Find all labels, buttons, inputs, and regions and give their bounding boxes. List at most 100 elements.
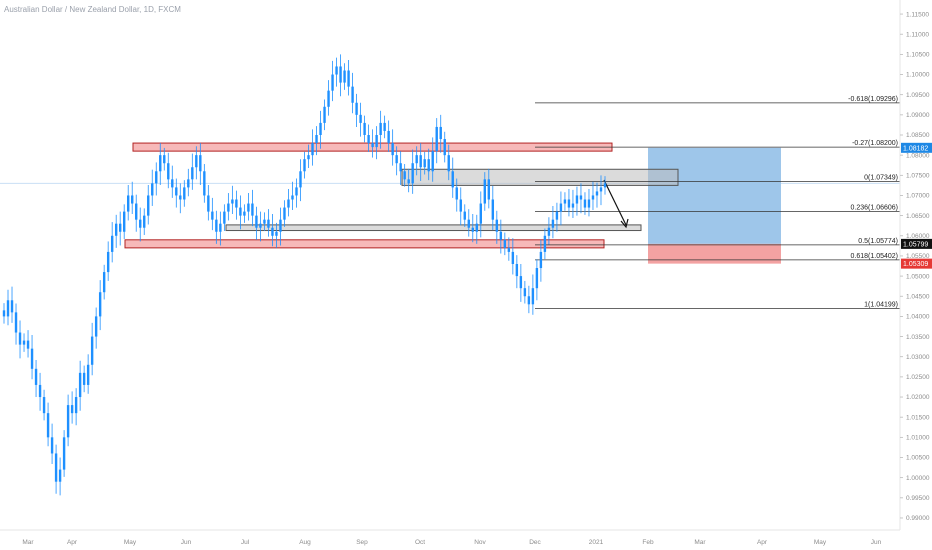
y-tick-label: 1.02000 — [906, 394, 930, 401]
candle-body — [267, 219, 270, 228]
price-tag-label: 1.05309 — [903, 261, 928, 268]
fib-level-label: -0.618(1.09296) — [848, 96, 898, 103]
x-tick-label: Apr — [67, 539, 78, 546]
candle-body — [279, 219, 282, 232]
candle-body — [407, 179, 410, 184]
y-tick-label: 1.00000 — [906, 475, 930, 482]
candle-body — [14, 312, 18, 333]
candle-body — [183, 187, 186, 200]
candle-body — [475, 223, 478, 232]
candle-body — [383, 122, 386, 131]
candle-body — [102, 272, 106, 293]
candle-body — [519, 276, 523, 289]
candle-body — [219, 223, 222, 232]
candle-body — [187, 179, 190, 188]
candle-body — [118, 223, 122, 232]
candle-body — [599, 187, 603, 192]
candle-body — [94, 316, 98, 337]
candle-body — [271, 227, 274, 236]
x-tick-label: Jun — [181, 539, 192, 546]
price-tag — [901, 258, 932, 269]
price-tag-label: 1.05799 — [903, 241, 928, 248]
candle-body — [34, 368, 38, 385]
y-tick-label: 1.07500 — [906, 173, 930, 180]
candle-body — [463, 211, 466, 220]
price-tag-label: 1.08182 — [903, 145, 928, 152]
candle-body — [167, 163, 170, 180]
candle-body — [235, 199, 238, 208]
fib-level-label: 0.236(1.06606) — [851, 204, 898, 211]
candle-body — [179, 195, 182, 200]
candle-body — [163, 155, 166, 164]
projection-arrow — [603, 179, 627, 226]
candle-body — [391, 143, 394, 156]
candle-body — [62, 437, 66, 470]
candle-body — [551, 219, 555, 228]
candle-body — [275, 231, 278, 236]
candle-body — [199, 155, 202, 172]
candle-body — [419, 155, 422, 168]
candle-body — [74, 397, 78, 414]
candle-body — [575, 195, 579, 204]
candle-body — [375, 135, 378, 148]
candle-body — [6, 300, 10, 317]
x-tick-label: Apr — [757, 539, 768, 546]
candle-body — [571, 203, 575, 208]
candle-body — [303, 159, 306, 172]
candle-body — [603, 183, 607, 188]
candle-body — [439, 126, 442, 140]
candle-body — [155, 171, 158, 184]
candle-body — [399, 163, 402, 172]
candle-body — [58, 469, 62, 482]
candle-body — [331, 74, 334, 91]
y-tick-label: 1.10500 — [906, 52, 930, 59]
y-tick-label: 0.99000 — [906, 515, 930, 522]
candle-body — [123, 211, 126, 232]
candle-body — [511, 251, 515, 264]
candle-body — [191, 167, 194, 180]
candle-body — [131, 195, 134, 204]
candle-body — [535, 268, 539, 289]
supply-zone — [401, 168, 679, 186]
candle-body — [291, 195, 294, 200]
candle-body — [147, 195, 150, 216]
y-tick-label: 1.04500 — [906, 293, 930, 300]
fibonacci-layer: -0.618(1.09296) -0.27(1.08200) 0(1.07349) 0… — [535, 96, 900, 309]
candle-body — [559, 203, 563, 212]
x-tick-label: May — [124, 539, 137, 546]
candle-body — [211, 211, 214, 220]
candle-body — [455, 187, 458, 200]
candle-body — [351, 86, 354, 103]
x-tick-label: Jul — [241, 539, 250, 546]
candle-body — [447, 155, 450, 172]
candle-body — [495, 219, 499, 232]
y-tick-label: 1.01000 — [906, 435, 930, 442]
y-tick-label: 1.07000 — [906, 193, 930, 200]
candle-body — [451, 171, 454, 188]
y-tick-label: 1.10000 — [906, 72, 930, 79]
y-tick-label: 1.03500 — [906, 334, 930, 341]
candle-body — [195, 155, 198, 168]
candle-body — [459, 199, 462, 212]
x-tick-label: May — [814, 539, 827, 546]
candle-body — [50, 437, 54, 454]
candle-body — [135, 203, 138, 220]
candle-body — [427, 159, 430, 172]
candle-body — [487, 179, 491, 200]
candle-body — [239, 207, 242, 216]
candle-body — [595, 191, 599, 196]
y-tick-label: 1.04000 — [906, 314, 930, 321]
fib-level-label: 0.5(1.05774) — [858, 238, 898, 245]
price-tag — [901, 238, 932, 249]
x-tick-label: Aug — [299, 539, 311, 546]
candle-body — [26, 340, 30, 349]
demand-zone — [225, 224, 642, 232]
candle-body — [151, 183, 154, 196]
candle-body — [335, 66, 338, 75]
candle-body — [86, 364, 90, 385]
candle-body — [515, 264, 519, 277]
candle-body — [207, 195, 210, 212]
